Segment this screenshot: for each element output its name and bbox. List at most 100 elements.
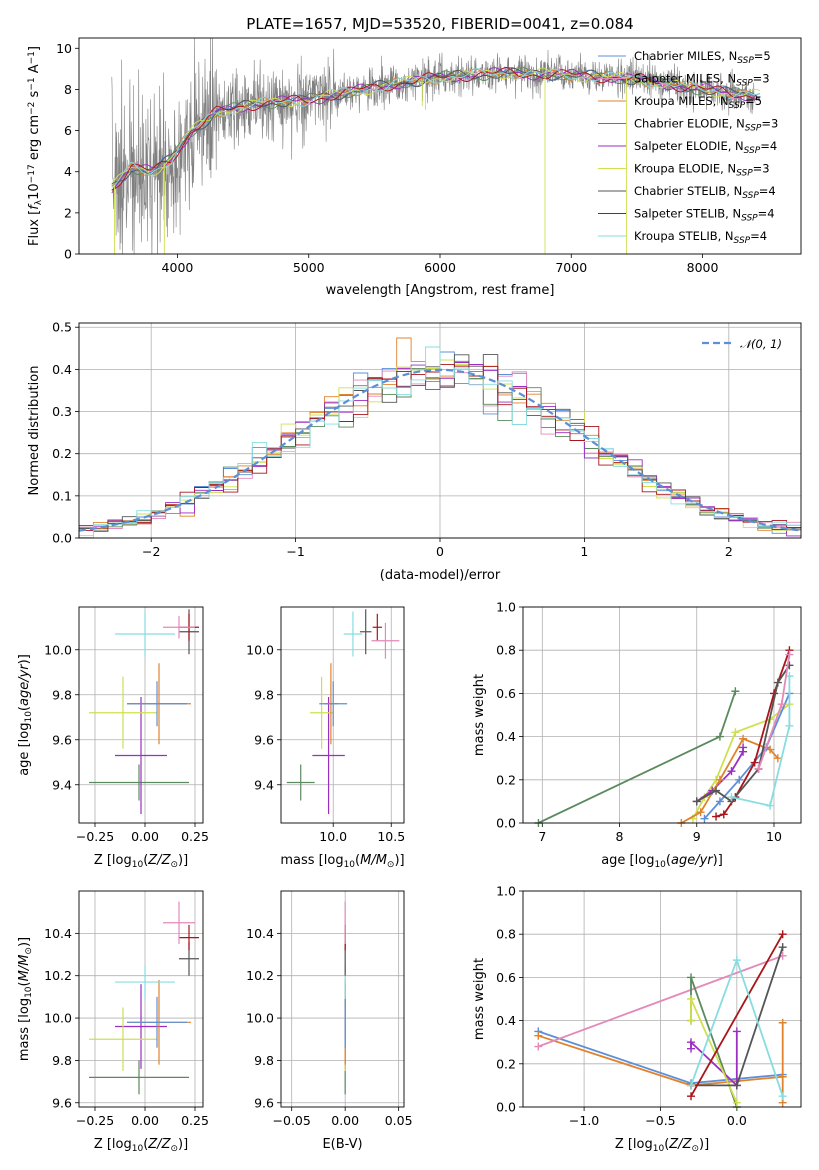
label-part: =4 [760,139,777,153]
weight-line-kroupa-elodie [692,703,790,820]
x-axis-label: age [log10(age/yr)] [601,853,723,870]
axes-frame-residuals [78,322,802,539]
weight-marker [732,956,741,965]
model-spectrum-kroupa-elodie [111,67,761,186]
weight-marker [731,728,740,737]
label-part: ⊙ [24,947,34,955]
y-axis-label: mass [log10(M/M⊙)] [17,937,34,1061]
weight-marker [687,995,696,1003]
y-tick-label: 10.0 [246,1011,274,1026]
axes-age_vs_Z: −0.25 0.00 0.25 9.4 9.6 9.8 10.0 [44,607,209,844]
label-part: Chabrier STELIB, N [634,184,742,198]
label-part: ⊙ [170,1144,178,1154]
x-tick-label: 0 [436,544,444,559]
axes-frame-age_vs_Z [78,606,204,824]
label-part: SSP [736,78,753,88]
y-tick-label: 0.2 [52,446,72,461]
label-part: SSP [745,123,762,133]
weight-marker [715,775,724,784]
label-part: 10 [132,1144,144,1154]
x-tick-label: 2 [725,544,733,559]
x-tick-label: 9 [693,829,701,844]
weight-marker [754,765,763,773]
y-tick-label: 0.0 [496,816,516,831]
legend-label: Chabrier STELIB, NSSP=4 [634,184,776,201]
label-part: Z [log [615,1137,653,1152]
y-axis-label: Flux [fλ10−17 erg cm−2 s−1 A−1] [27,46,44,246]
label-part: 10 [654,860,666,870]
y-tick-label: 10.0 [246,642,274,657]
y-tick-label: 10.2 [44,968,72,983]
legend-label: Kroupa MILES, NSSP=5 [634,94,762,111]
label-part: )] [699,1137,709,1152]
y-tick-label: 10 [56,41,72,56]
y-tick-label: 0.2 [496,1056,516,1071]
axes-mass_vs_Z: −0.25 0.00 0.25 9.6 9.8 10.0 10.2 10.4 [44,891,209,1128]
axes-frame-mass_weight_vs_age [522,606,802,824]
label-part: Kroupa STELIB, N [634,229,734,243]
y-tick-label: 8 [64,82,72,97]
y-tick-label: 10.4 [246,926,274,941]
label-part: ( [664,1137,669,1152]
weight-marker [778,1072,787,1081]
x-tick-label: 8000 [687,260,719,275]
normal-curve [78,368,802,532]
label-part: Z [log [94,1137,132,1152]
label-part: ( [17,706,32,711]
weight-marker [732,1081,741,1090]
y-tick-label: 9.6 [254,1095,274,1110]
label-part: SSP [736,168,753,178]
label-part: =5 [754,49,771,63]
weight-marker [715,797,724,806]
label-part: ( [17,981,32,986]
weight-marker [696,808,705,817]
x-tick-label: 0.0 [727,1113,747,1128]
label-part: ⊙ [691,1144,699,1154]
weight-marker [778,930,787,939]
y-tick-label: 1.0 [496,884,516,899]
label-part: =4 [750,229,767,243]
weight-marker [712,812,721,821]
legend-label: Salpeter ELODIE, NSSP=4 [634,139,777,156]
weight-marker [692,797,701,806]
x-tick-label: 0.00 [331,1113,359,1128]
x-tick-label: 10.5 [377,829,405,844]
label-part: M/M [360,853,387,868]
label-part: f [27,203,42,210]
label-part: ( [666,853,671,868]
label-part: )] [178,1137,188,1152]
label-part: age [log [17,723,32,776]
label-part: ( [355,853,360,868]
label-part: Kroupa MILES, N [634,94,729,108]
y-tick-label: 9.8 [254,687,274,702]
y-tick-label: 9.8 [52,687,72,702]
weight-line-salpeter-miles [537,954,784,1048]
weight-marker [750,758,759,767]
legend-label: 𝒩(0, 1) [740,337,782,351]
x-tick-label: 0.00 [131,1113,159,1128]
x-tick-label: 0.25 [181,1113,209,1128]
x-tick-label: 6000 [424,260,456,275]
weight-marker [727,767,736,776]
x-tick-label: 5000 [293,260,325,275]
model-spectrum-salpeter-stelib [111,67,761,191]
weight-line-salpeter-stelib [690,933,784,1097]
label-part: SSP [741,213,758,223]
x-tick-label: −1 [286,544,304,559]
y-tick-label: 1.0 [496,600,516,615]
label-part: age/yr [17,663,32,706]
label-part: =3 [753,72,770,86]
y-tick-label: 9.6 [52,732,72,747]
weight-marker [773,754,782,763]
label-part: SSP [734,236,751,246]
weight-marker [732,1098,741,1107]
label-part: λ [34,199,44,205]
x-axis-label: Z [log10(Z/Z⊙)] [615,1137,709,1154]
weight-marker [732,1027,741,1036]
weight-marker [766,801,775,810]
y-tick-label: 0.3 [52,404,72,419]
histogram-kroupa-stelib [79,346,801,538]
y-tick-label: 0.0 [496,1100,516,1115]
weight-line-kroupa-miles [538,1022,784,1103]
